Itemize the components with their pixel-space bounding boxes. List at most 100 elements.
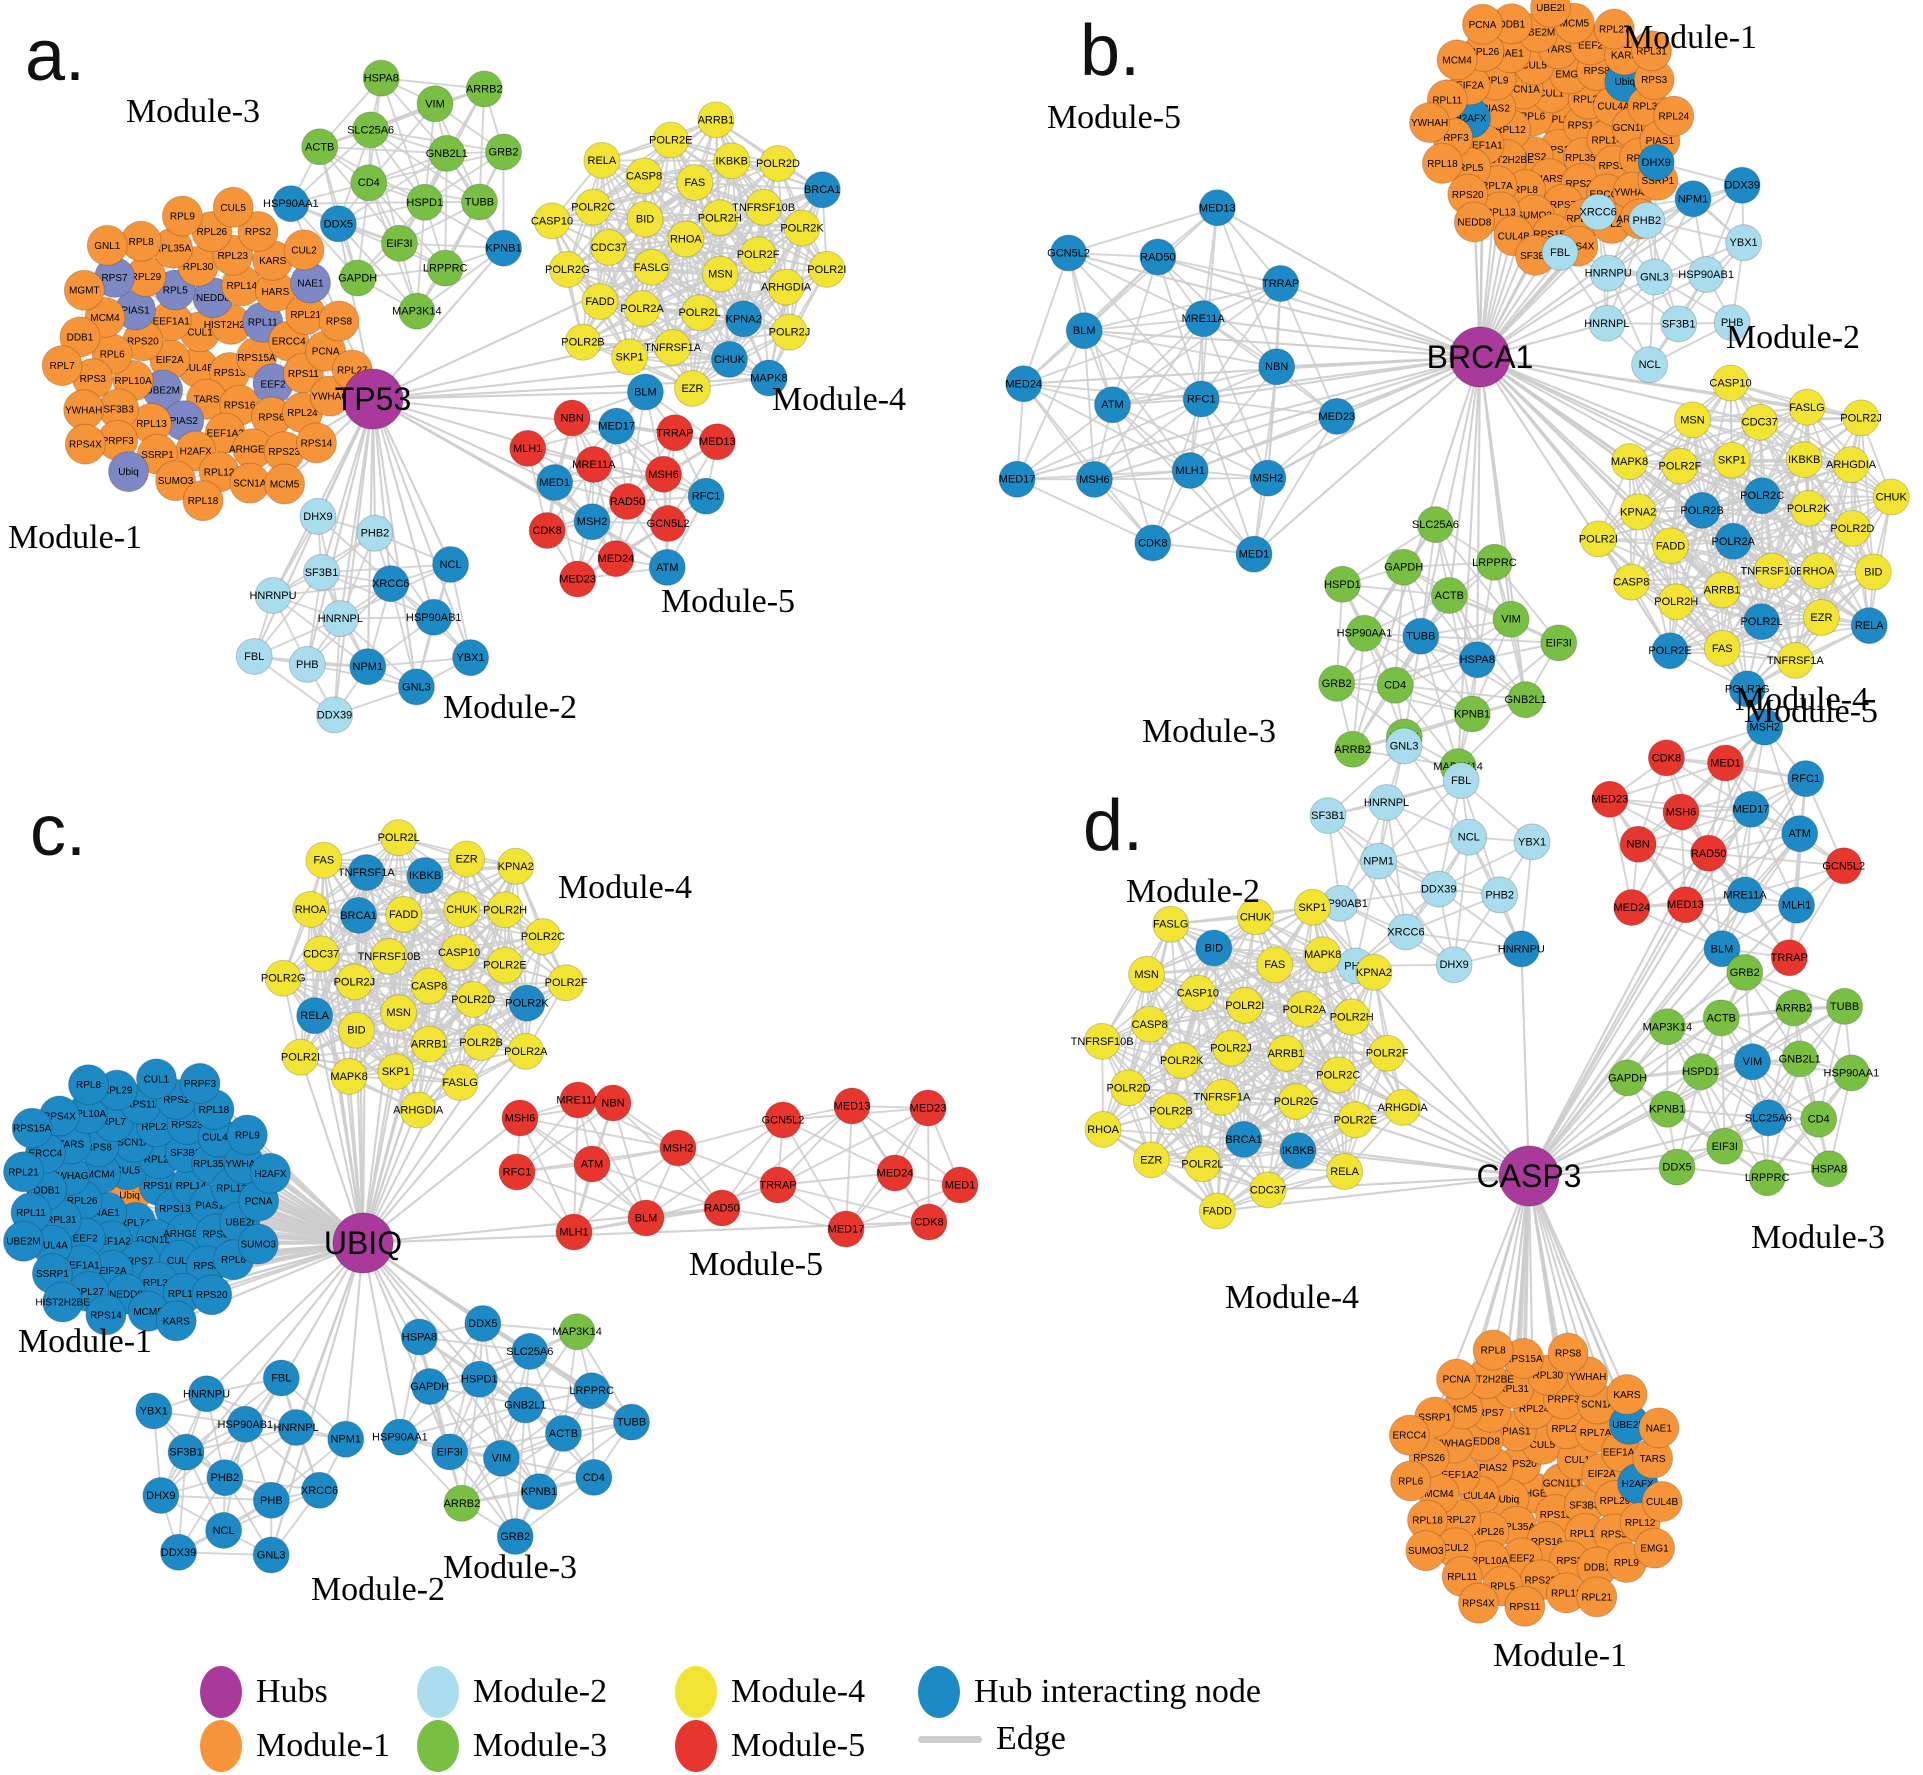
node-EZR[interactable] xyxy=(1802,599,1840,637)
node-BID[interactable] xyxy=(337,1011,375,1049)
node-SCN1A[interactable] xyxy=(229,462,271,504)
node-CUL1[interactable] xyxy=(135,1058,177,1100)
node-YBX1[interactable] xyxy=(452,639,490,677)
node-POLR2C[interactable] xyxy=(524,918,562,956)
node-MED1[interactable] xyxy=(1707,744,1745,782)
node-NBN[interactable] xyxy=(1258,348,1296,386)
node-DDX5[interactable] xyxy=(464,1304,502,1342)
node-RPL21[interactable] xyxy=(2,1151,44,1193)
node-HSP90AB1[interactable] xyxy=(226,1405,264,1443)
node-BID[interactable] xyxy=(626,200,664,238)
node-CHUK[interactable] xyxy=(443,890,481,928)
node-NPM1[interactable] xyxy=(1674,180,1712,218)
node-FADD[interactable] xyxy=(581,282,619,320)
node-MAPK8[interactable] xyxy=(1304,936,1342,974)
node-ATM[interactable] xyxy=(573,1145,611,1183)
node-ACTB[interactable] xyxy=(1430,577,1468,615)
node-DHX9[interactable] xyxy=(142,1476,180,1514)
node-NCL[interactable] xyxy=(1631,346,1669,384)
node-RPL18[interactable] xyxy=(1421,142,1463,184)
node-GNB2L1[interactable] xyxy=(428,134,466,172)
node-HSP90AB1[interactable] xyxy=(415,598,453,636)
node-CDK8[interactable] xyxy=(528,511,566,549)
node-POLR2D[interactable] xyxy=(1833,509,1871,547)
node-CASP10[interactable] xyxy=(1179,974,1217,1012)
node-DDX39[interactable] xyxy=(1420,870,1458,908)
node-DDX5[interactable] xyxy=(1658,1148,1696,1186)
node-CDC37[interactable] xyxy=(1741,403,1779,441)
node-CDC37[interactable] xyxy=(302,935,340,973)
node-HSP90AA1[interactable] xyxy=(381,1418,419,1456)
node-KPNA2[interactable] xyxy=(1619,493,1657,531)
node-BLM[interactable] xyxy=(1065,312,1103,350)
node-HSPA8[interactable] xyxy=(1810,1150,1848,1188)
hub-CASP3[interactable] xyxy=(1498,1145,1560,1207)
node-ARHGDIA[interactable] xyxy=(399,1091,437,1129)
node-FADD[interactable] xyxy=(1652,527,1690,565)
node-POLR2C[interactable] xyxy=(1743,477,1781,515)
node-FAS[interactable] xyxy=(1256,946,1294,984)
node-FBL[interactable] xyxy=(1442,762,1480,800)
node-PHB[interactable] xyxy=(252,1481,290,1519)
node-DHX9[interactable] xyxy=(1637,143,1675,181)
node-VIM[interactable] xyxy=(482,1439,520,1477)
node-HNRNPU[interactable] xyxy=(188,1375,226,1413)
node-XRCC6[interactable] xyxy=(301,1471,339,1509)
node-POLR2G[interactable] xyxy=(1277,1082,1315,1120)
node-BLM[interactable] xyxy=(627,1199,665,1237)
node-IKBKB[interactable] xyxy=(713,142,751,180)
node-ARRB1[interactable] xyxy=(1267,1034,1305,1072)
node-CHUK[interactable] xyxy=(710,340,748,378)
node-POLR2D[interactable] xyxy=(454,980,492,1018)
node-POLR2I[interactable] xyxy=(1226,986,1264,1024)
node-YWHAH[interactable] xyxy=(1409,102,1451,144)
node-ARHGDIA[interactable] xyxy=(1384,1088,1422,1126)
node-XRCC6[interactable] xyxy=(1579,193,1617,231)
node-MCM4[interactable] xyxy=(1436,39,1478,81)
node-MED17[interactable] xyxy=(998,460,1036,498)
node-POLR2D[interactable] xyxy=(1110,1069,1148,1107)
node-KARS[interactable] xyxy=(155,1300,197,1342)
node-NBN[interactable] xyxy=(1619,825,1657,863)
node-TRRAP[interactable] xyxy=(1770,939,1808,977)
node-GAPDH[interactable] xyxy=(339,259,377,297)
node-GNL3[interactable] xyxy=(1636,258,1674,296)
node-RPS2[interactable] xyxy=(237,210,279,252)
node-MED13[interactable] xyxy=(1666,886,1704,924)
node-POLR2A[interactable] xyxy=(1285,990,1323,1028)
node-MRE11A[interactable] xyxy=(559,1081,597,1119)
node-MSH2[interactable] xyxy=(573,503,611,541)
node-MSN[interactable] xyxy=(1673,401,1711,439)
node-MED17[interactable] xyxy=(598,407,636,445)
node-MED24[interactable] xyxy=(876,1154,914,1192)
node-CASP8[interactable] xyxy=(1612,563,1650,601)
node-MAP3K14[interactable] xyxy=(558,1313,596,1351)
node-DHX9[interactable] xyxy=(299,497,337,535)
node-FASLG[interactable] xyxy=(441,1064,479,1102)
node-MRE11A[interactable] xyxy=(1184,300,1222,338)
node-RPS8[interactable] xyxy=(1547,1332,1589,1374)
node-POLR2H[interactable] xyxy=(701,199,739,237)
node-MED24[interactable] xyxy=(1005,365,1043,403)
node-FADD[interactable] xyxy=(385,895,423,933)
node-YBX1[interactable] xyxy=(135,1392,173,1430)
node-RHOA[interactable] xyxy=(292,890,330,928)
node-POLR2A[interactable] xyxy=(623,290,661,328)
node-DDX39[interactable] xyxy=(1723,166,1761,204)
node-GRB2[interactable] xyxy=(485,133,523,171)
node-MED23[interactable] xyxy=(1318,397,1356,435)
node-FBL[interactable] xyxy=(262,1359,300,1397)
node-POLR2K[interactable] xyxy=(1163,1042,1201,1080)
node-SLC25A6[interactable] xyxy=(511,1332,549,1370)
node-CDC37[interactable] xyxy=(1249,1171,1287,1209)
node-MED13[interactable] xyxy=(833,1087,871,1125)
node-POLR2F[interactable] xyxy=(1368,1034,1406,1072)
node-POLR2D[interactable] xyxy=(759,144,797,182)
node-POLR2E[interactable] xyxy=(652,121,690,159)
node-HSP90AA1[interactable] xyxy=(1832,1054,1870,1092)
node-NCL[interactable] xyxy=(205,1511,243,1549)
node-MED17[interactable] xyxy=(827,1210,865,1248)
node-CASP8[interactable] xyxy=(410,967,448,1005)
node-HSPA8[interactable] xyxy=(362,59,400,97)
node-RPS15A[interactable] xyxy=(11,1107,53,1149)
